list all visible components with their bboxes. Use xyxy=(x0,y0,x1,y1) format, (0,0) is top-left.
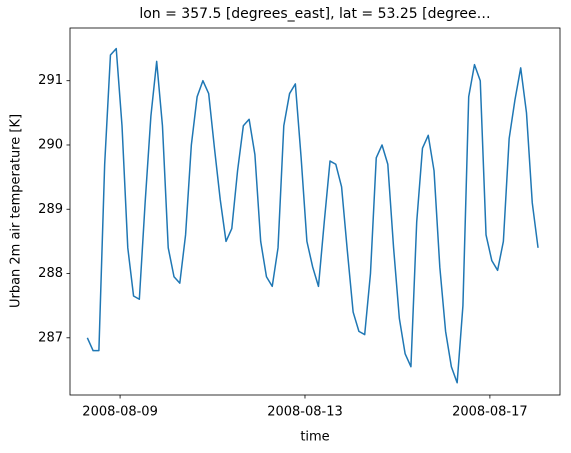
y-tick-label: 288 xyxy=(38,266,63,281)
chart-title: lon = 357.5 [degrees_east], lat = 53.25 … xyxy=(139,6,490,22)
y-axis-label: Urban 2m air temperature [K] xyxy=(9,114,24,308)
line-series xyxy=(86,47,539,384)
y-tick-label: 287 xyxy=(38,330,63,345)
x-tick-label: 2008-08-13 xyxy=(267,405,343,420)
x-axis-label: time xyxy=(300,430,329,445)
x-tick-label: 2008-08-09 xyxy=(82,405,158,420)
y-tick-label: 291 xyxy=(38,73,63,88)
plot-frame xyxy=(69,27,561,396)
x-tick-label: 2008-08-17 xyxy=(452,405,528,420)
y-tick-label: 289 xyxy=(38,202,63,217)
y-tick-label: 290 xyxy=(38,137,63,152)
